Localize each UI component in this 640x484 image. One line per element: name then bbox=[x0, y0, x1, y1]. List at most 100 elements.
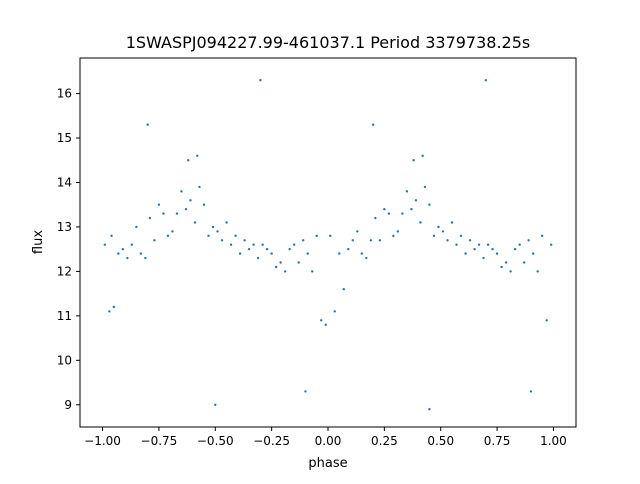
data-point bbox=[374, 216, 377, 220]
x-tick-label: 0.75 bbox=[484, 434, 511, 448]
data-point bbox=[468, 239, 472, 242]
data-point bbox=[356, 230, 359, 233]
data-point bbox=[261, 243, 264, 246]
data-point bbox=[139, 252, 143, 255]
data-point bbox=[450, 221, 454, 224]
data-point bbox=[302, 239, 305, 242]
data-point bbox=[378, 239, 382, 242]
data-point bbox=[491, 247, 494, 251]
plot-area bbox=[103, 79, 553, 411]
data-point bbox=[383, 207, 386, 211]
data-point bbox=[495, 252, 499, 255]
chart-title: 1SWASPJ094227.99-461037.1 Period 3379738… bbox=[126, 33, 531, 52]
x-axis: −1.00 −0.75 −0.50 −0.25 0.00 0.25 0.50 0.75 1.00 bbox=[84, 427, 567, 448]
data-point bbox=[437, 225, 440, 229]
data-point bbox=[504, 261, 508, 264]
data-point bbox=[412, 159, 415, 162]
data-point bbox=[509, 270, 512, 273]
data-point bbox=[484, 79, 488, 82]
data-point bbox=[545, 319, 548, 322]
x-tick-label: −0.50 bbox=[197, 434, 234, 448]
y-axis: 9 10 11 12 13 14 15 16 bbox=[57, 87, 80, 412]
data-point bbox=[351, 239, 354, 242]
data-point bbox=[320, 319, 323, 322]
data-point bbox=[243, 239, 246, 242]
data-point bbox=[110, 234, 113, 238]
y-axis-label: flux bbox=[31, 230, 46, 254]
data-point bbox=[342, 287, 345, 291]
data-point bbox=[288, 247, 291, 251]
x-tick-label: −1.00 bbox=[84, 434, 121, 448]
data-point bbox=[369, 239, 373, 242]
data-point bbox=[225, 221, 228, 224]
data-point bbox=[162, 212, 165, 215]
data-point bbox=[171, 230, 174, 233]
data-point bbox=[500, 265, 503, 269]
data-point bbox=[414, 199, 418, 202]
data-point bbox=[304, 390, 307, 393]
y-tick-label: 15 bbox=[57, 131, 72, 145]
data-point bbox=[347, 247, 350, 251]
data-point bbox=[482, 256, 485, 260]
data-point bbox=[531, 252, 535, 255]
data-point bbox=[180, 190, 183, 193]
data-point bbox=[297, 261, 300, 264]
data-point bbox=[536, 270, 539, 273]
data-point bbox=[108, 310, 111, 313]
data-point bbox=[473, 247, 476, 251]
data-point bbox=[229, 243, 233, 246]
data-point bbox=[130, 243, 134, 246]
x-tick-label: −0.25 bbox=[253, 434, 290, 448]
data-point bbox=[202, 203, 206, 206]
y-tick-label: 13 bbox=[57, 220, 72, 234]
y-tick-label: 12 bbox=[57, 264, 72, 278]
data-point bbox=[103, 243, 107, 246]
data-point bbox=[392, 234, 395, 238]
data-point bbox=[540, 234, 544, 238]
data-point bbox=[211, 225, 215, 229]
data-point bbox=[187, 159, 190, 162]
data-point bbox=[371, 123, 375, 126]
data-point bbox=[121, 247, 125, 251]
y-tick-label: 14 bbox=[57, 175, 72, 189]
data-point bbox=[306, 252, 309, 255]
x-tick-label: 1.00 bbox=[540, 434, 567, 448]
data-point bbox=[360, 252, 364, 255]
data-point bbox=[256, 256, 260, 260]
x-tick-label: 0.00 bbox=[315, 434, 342, 448]
x-axis-label: phase bbox=[308, 456, 347, 471]
data-point bbox=[405, 190, 409, 193]
data-point bbox=[247, 247, 251, 251]
data-point bbox=[410, 207, 413, 211]
data-point bbox=[117, 252, 120, 255]
data-point bbox=[428, 203, 431, 206]
data-point bbox=[423, 185, 427, 189]
data-point bbox=[329, 234, 332, 238]
data-point bbox=[214, 403, 217, 406]
data-point bbox=[365, 256, 368, 260]
data-point bbox=[338, 252, 341, 255]
data-point bbox=[396, 230, 400, 233]
data-point bbox=[153, 239, 156, 242]
data-point bbox=[428, 408, 431, 411]
data-point bbox=[148, 216, 152, 220]
data-point bbox=[265, 247, 269, 251]
data-point bbox=[477, 243, 481, 246]
data-point bbox=[401, 212, 404, 215]
y-tick-label: 16 bbox=[57, 87, 72, 101]
data-point bbox=[486, 243, 490, 246]
data-point bbox=[387, 212, 391, 215]
data-point bbox=[311, 270, 314, 273]
data-point bbox=[193, 221, 197, 224]
data-point bbox=[333, 310, 336, 313]
data-point bbox=[324, 323, 327, 326]
data-point bbox=[126, 256, 129, 260]
data-point bbox=[464, 252, 467, 255]
data-point bbox=[166, 234, 170, 238]
data-point bbox=[518, 243, 521, 246]
data-point bbox=[459, 234, 463, 238]
data-point bbox=[144, 256, 147, 260]
data-point bbox=[455, 243, 458, 246]
data-point bbox=[220, 239, 224, 242]
